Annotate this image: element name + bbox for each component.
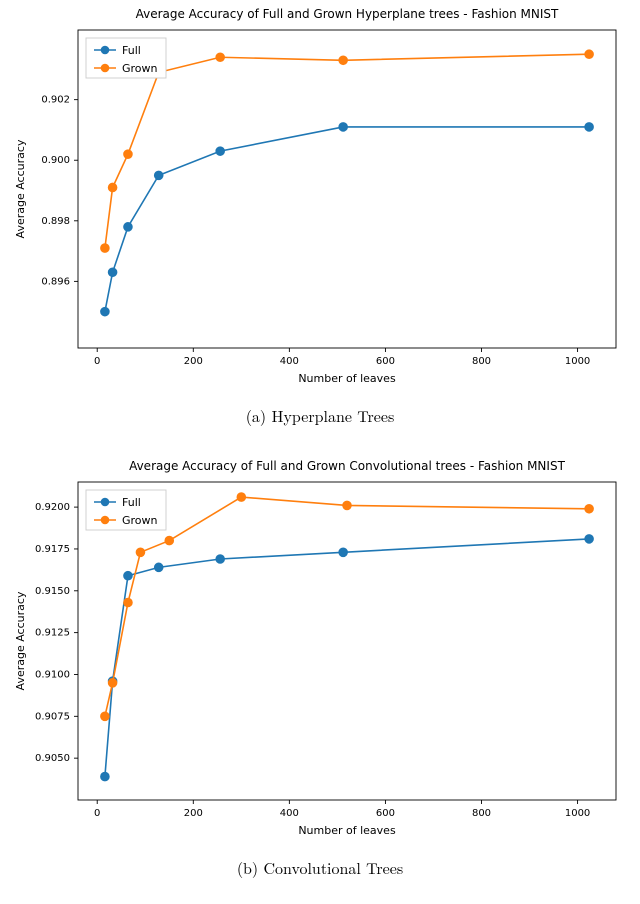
y-tick-label: 0.900 (41, 155, 70, 166)
series-marker-full (339, 123, 348, 132)
series-marker-grown (108, 679, 117, 688)
x-tick-label: 200 (184, 808, 203, 819)
series-marker-grown (124, 150, 133, 159)
legend-label-grown: Grown (122, 514, 158, 527)
y-tick-label: 0.9150 (35, 586, 70, 597)
x-tick-label: 800 (472, 356, 491, 367)
caption-a: (a) Hyperplane Trees (0, 404, 640, 427)
x-tick-label: 0 (94, 356, 100, 367)
series-marker-grown (585, 504, 594, 513)
series-marker-full (108, 268, 117, 277)
figure-page: { "layout": { "page_w": 640, "page_h": 9… (0, 0, 640, 904)
y-tick-label: 0.902 (41, 95, 70, 106)
x-tick-label: 400 (280, 356, 299, 367)
y-axis-label: Average Accuracy (14, 139, 27, 238)
legend-label-full: Full (122, 44, 141, 57)
series-marker-full (101, 772, 110, 781)
x-tick-label: 600 (376, 356, 395, 367)
series-marker-grown (101, 244, 110, 253)
series-marker-full (585, 123, 594, 132)
series-marker-grown (216, 53, 225, 62)
chart-convolutional: Average Accuracy of Full and Grown Convo… (0, 452, 640, 852)
y-tick-label: 0.9050 (35, 753, 70, 764)
series-marker-grown (237, 493, 246, 502)
series-marker-grown (101, 712, 110, 721)
x-tick-label: 800 (472, 808, 491, 819)
legend-label-grown: Grown (122, 62, 158, 75)
series-marker-full (124, 571, 133, 580)
series-marker-grown (108, 183, 117, 192)
series-marker-full (154, 563, 163, 572)
y-tick-label: 0.9175 (35, 544, 70, 555)
series-marker-full (339, 548, 348, 557)
x-axis-label: Number of leaves (298, 824, 396, 837)
chart-title: Average Accuracy of Full and Grown Hyper… (136, 7, 559, 21)
x-tick-label: 1000 (565, 808, 590, 819)
series-marker-grown (124, 598, 133, 607)
chart-title: Average Accuracy of Full and Grown Convo… (129, 459, 565, 473)
series-marker-full (585, 535, 594, 544)
chart-hyperplane: Average Accuracy of Full and Grown Hyper… (0, 0, 640, 400)
series-marker-full (216, 555, 225, 564)
y-axis-label: Average Accuracy (14, 591, 27, 690)
series-marker-grown (136, 548, 145, 557)
y-tick-label: 0.9100 (35, 669, 70, 680)
x-tick-label: 200 (184, 356, 203, 367)
y-tick-label: 0.9125 (35, 628, 70, 639)
x-tick-label: 600 (376, 808, 395, 819)
legend-label-full: Full (122, 496, 141, 509)
series-marker-full (101, 307, 110, 316)
panel-convolutional: Average Accuracy of Full and Grown Convo… (0, 452, 640, 852)
series-marker-full (216, 147, 225, 156)
x-tick-label: 400 (280, 808, 299, 819)
y-tick-label: 0.9200 (35, 502, 70, 513)
series-marker-grown (165, 536, 174, 545)
series-marker-grown (339, 56, 348, 65)
x-axis-label: Number of leaves (298, 372, 396, 385)
x-tick-label: 1000 (565, 356, 590, 367)
y-tick-label: 0.896 (41, 276, 70, 287)
series-marker-grown (585, 50, 594, 59)
caption-b: (b) Convolutional Trees (0, 856, 640, 879)
x-tick-label: 0 (94, 808, 100, 819)
series-marker-full (154, 171, 163, 180)
series-marker-grown (343, 501, 352, 510)
panel-hyperplane: Average Accuracy of Full and Grown Hyper… (0, 0, 640, 400)
series-marker-full (124, 223, 133, 232)
y-tick-label: 0.898 (41, 216, 70, 227)
y-tick-label: 0.9075 (35, 711, 70, 722)
